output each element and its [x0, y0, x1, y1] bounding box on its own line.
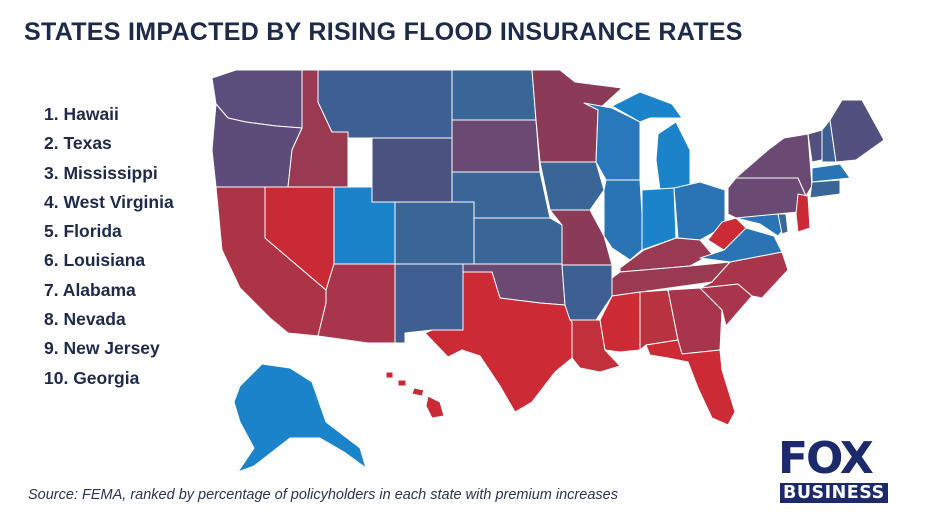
state-alaska: [233, 363, 367, 473]
state-hawaii-maui: [411, 387, 425, 397]
state-north-dakota: [451, 69, 537, 121]
logo-fox-text: FOX: [778, 433, 874, 484]
state-south-dakota: [451, 119, 541, 173]
state-illinois: [603, 179, 645, 261]
ranking-list: 1. Hawaii 2. Texas 3. Mississippi 4. Wes…: [44, 100, 174, 393]
map-title: STATES IMPACTED BY RISING FLOOD INSURANC…: [24, 18, 743, 46]
logo-business-text: BUSINESS: [780, 483, 888, 503]
state-michigan-upper: [611, 91, 683, 123]
state-maine: [829, 99, 885, 163]
state-hawaii-big-island: [425, 395, 445, 419]
ranking-item: 8. Nevada: [44, 309, 126, 330]
ranking-item: 10. Georgia: [44, 367, 140, 388]
state-west-virginia: [707, 217, 747, 251]
state-florida: [645, 339, 736, 426]
ranking-item: 4. West Virginia: [44, 191, 174, 212]
ranking-item: 7. Alabama: [44, 279, 136, 300]
ranking-item: 5. Florida: [44, 221, 122, 242]
state-texas: [424, 271, 573, 413]
state-connecticut-ri: [809, 179, 841, 199]
source-note: Source: FEMA, ranked by percentage of po…: [28, 487, 618, 503]
ranking-item: 6. Louisiana: [44, 250, 146, 271]
fox-business-logo: FOX BUSINESS: [776, 437, 912, 507]
state-montana: [317, 69, 453, 139]
ranking-item: 3. Mississippi: [44, 162, 158, 183]
state-delaware: [777, 213, 789, 235]
state-hawaii-kauai: [385, 371, 394, 379]
state-michigan-lower: [655, 121, 691, 191]
ranking-item: 1. Hawaii: [44, 104, 119, 124]
state-wyoming: [371, 137, 453, 203]
state-colorado: [394, 201, 475, 265]
state-new-jersey: [795, 193, 811, 233]
ranking-item: 9. New Jersey: [44, 338, 160, 359]
state-massachusetts: [811, 163, 851, 183]
state-pennsylvania: [727, 177, 807, 219]
state-kansas: [473, 217, 563, 265]
state-iowa: [539, 161, 605, 211]
ranking-item: 2. Texas: [44, 133, 112, 154]
state-hawaii-oahu: [397, 379, 407, 387]
